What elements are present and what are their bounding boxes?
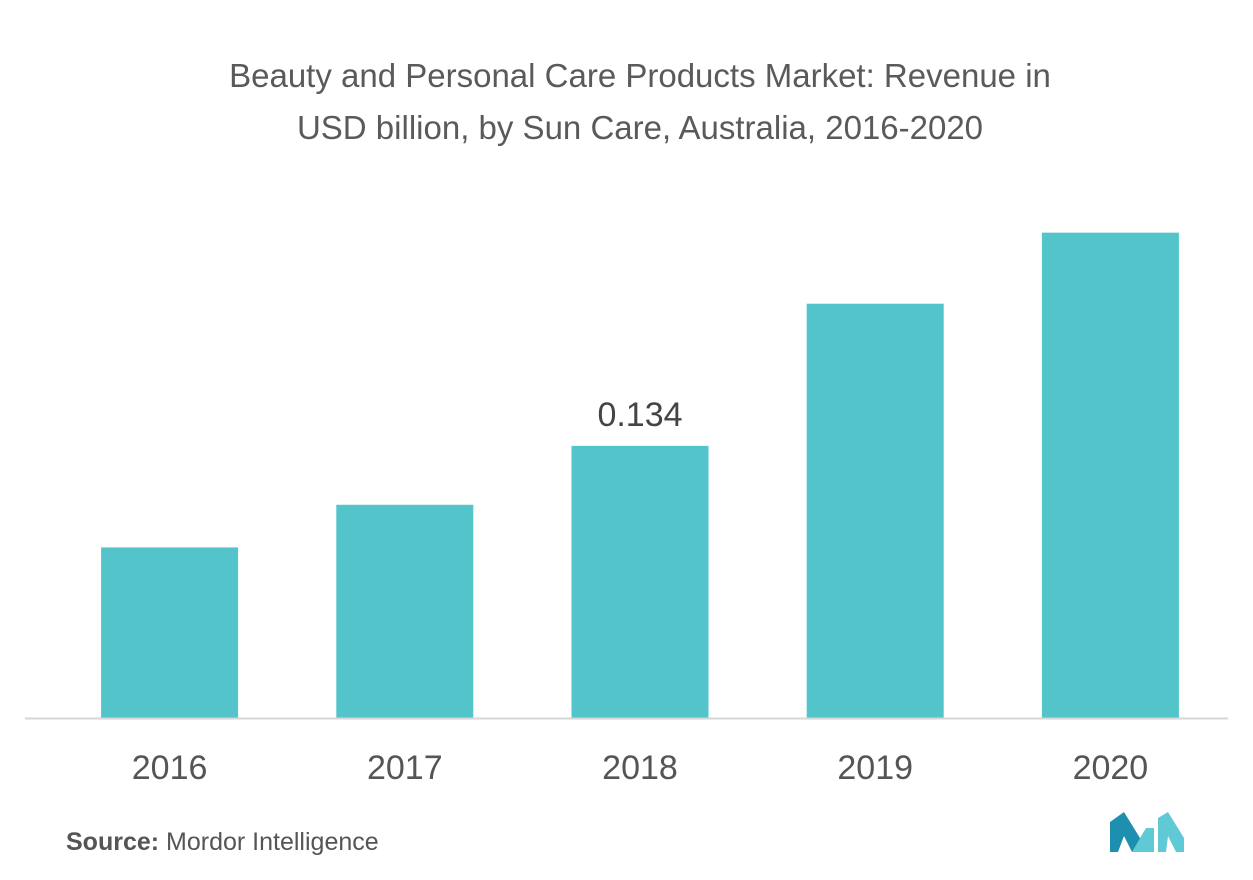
x-tick-labels-layer: 2016 2017 2018 2019 2020 — [132, 749, 1148, 787]
mordor-intelligence-logo-icon — [1110, 812, 1184, 852]
bar-2016 — [101, 547, 239, 718]
data-labels-layer: 0.134 — [597, 396, 682, 434]
logo-left-shape — [1110, 812, 1140, 852]
x-tick-label-2016: 2016 — [132, 749, 208, 787]
logo-middle-shape — [1132, 828, 1154, 852]
x-tick-label-2017: 2017 — [367, 749, 443, 787]
bars-layer — [101, 232, 1179, 718]
source-value: Mordor Intelligence — [166, 828, 379, 856]
x-tick-label-2020: 2020 — [1073, 749, 1149, 787]
bar-2020 — [1041, 232, 1179, 718]
logo-right-shape — [1158, 812, 1184, 852]
source-note: Source: Mordor Intelligence — [66, 828, 379, 857]
chart-title: Beauty and Personal Care Products Market… — [80, 50, 1200, 154]
bar-2018 — [571, 445, 709, 718]
x-tick-label-2019: 2019 — [837, 749, 913, 787]
bar-2017 — [336, 504, 474, 718]
x-tick-label-2018: 2018 — [602, 749, 678, 787]
chart-title-line-2: USD billion, by Sun Care, Australia, 201… — [296, 109, 984, 146]
chart-title-line-1: Beauty and Personal Care Products Market… — [229, 57, 1051, 94]
source-key: Source: — [66, 828, 160, 856]
bar-2019 — [806, 303, 944, 718]
data-label-2018: 0.134 — [597, 396, 682, 434]
